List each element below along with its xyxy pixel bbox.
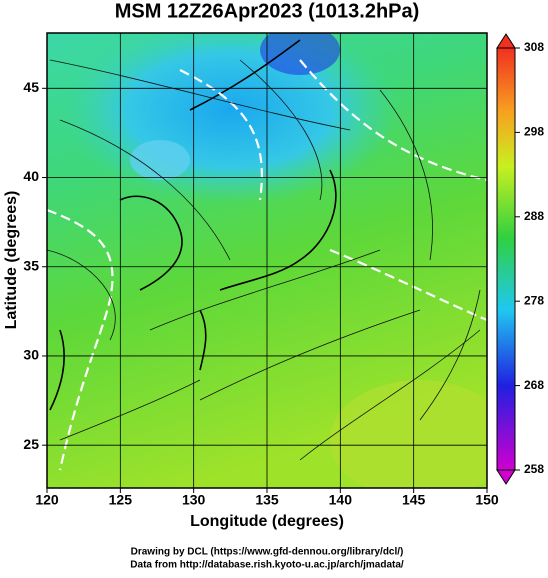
x-tick-label: 135 [255,492,279,508]
x-tick-label: 140 [329,492,353,508]
colorbar-max-arrow [496,33,516,49]
x-axis-label: Longitude (degrees) [190,513,344,530]
colorbar-tick-label: 308 [524,40,544,54]
colorbar-tick-label: 298 [524,125,544,139]
y-tick-label: 25 [23,436,39,452]
y-tick-label: 40 [23,168,39,184]
x-tick-label: 150 [475,492,499,508]
colorbar-tick-label: 288 [524,209,544,223]
colorbar-min-arrow [496,469,516,485]
y-tick-label: 45 [23,79,39,95]
footer-line: Data from http://database.rish.kyoto-u.a… [130,560,404,571]
x-tick-label: 145 [402,492,426,508]
y-axis-label: Latitude (degrees) [3,191,20,330]
colorbar-tick-label: 278 [524,293,544,307]
colorbar-tick-label: 258 [524,462,544,476]
map-field [47,33,487,488]
footer-line: Drawing by DCL (https://www.gfd-dennou.o… [131,547,404,558]
colorbar [496,47,516,471]
colorbar-tick-label: 268 [524,378,544,392]
y-tick-label: 30 [23,347,39,363]
y-tick-label: 35 [23,257,39,273]
plot-frame [46,32,488,489]
x-tick-label: 120 [35,492,59,508]
x-tick-label: 125 [109,492,133,508]
chart-title: MSM 12Z26Apr2023 (1013.2hPa) [115,0,420,22]
x-tick-label: 130 [182,492,206,508]
